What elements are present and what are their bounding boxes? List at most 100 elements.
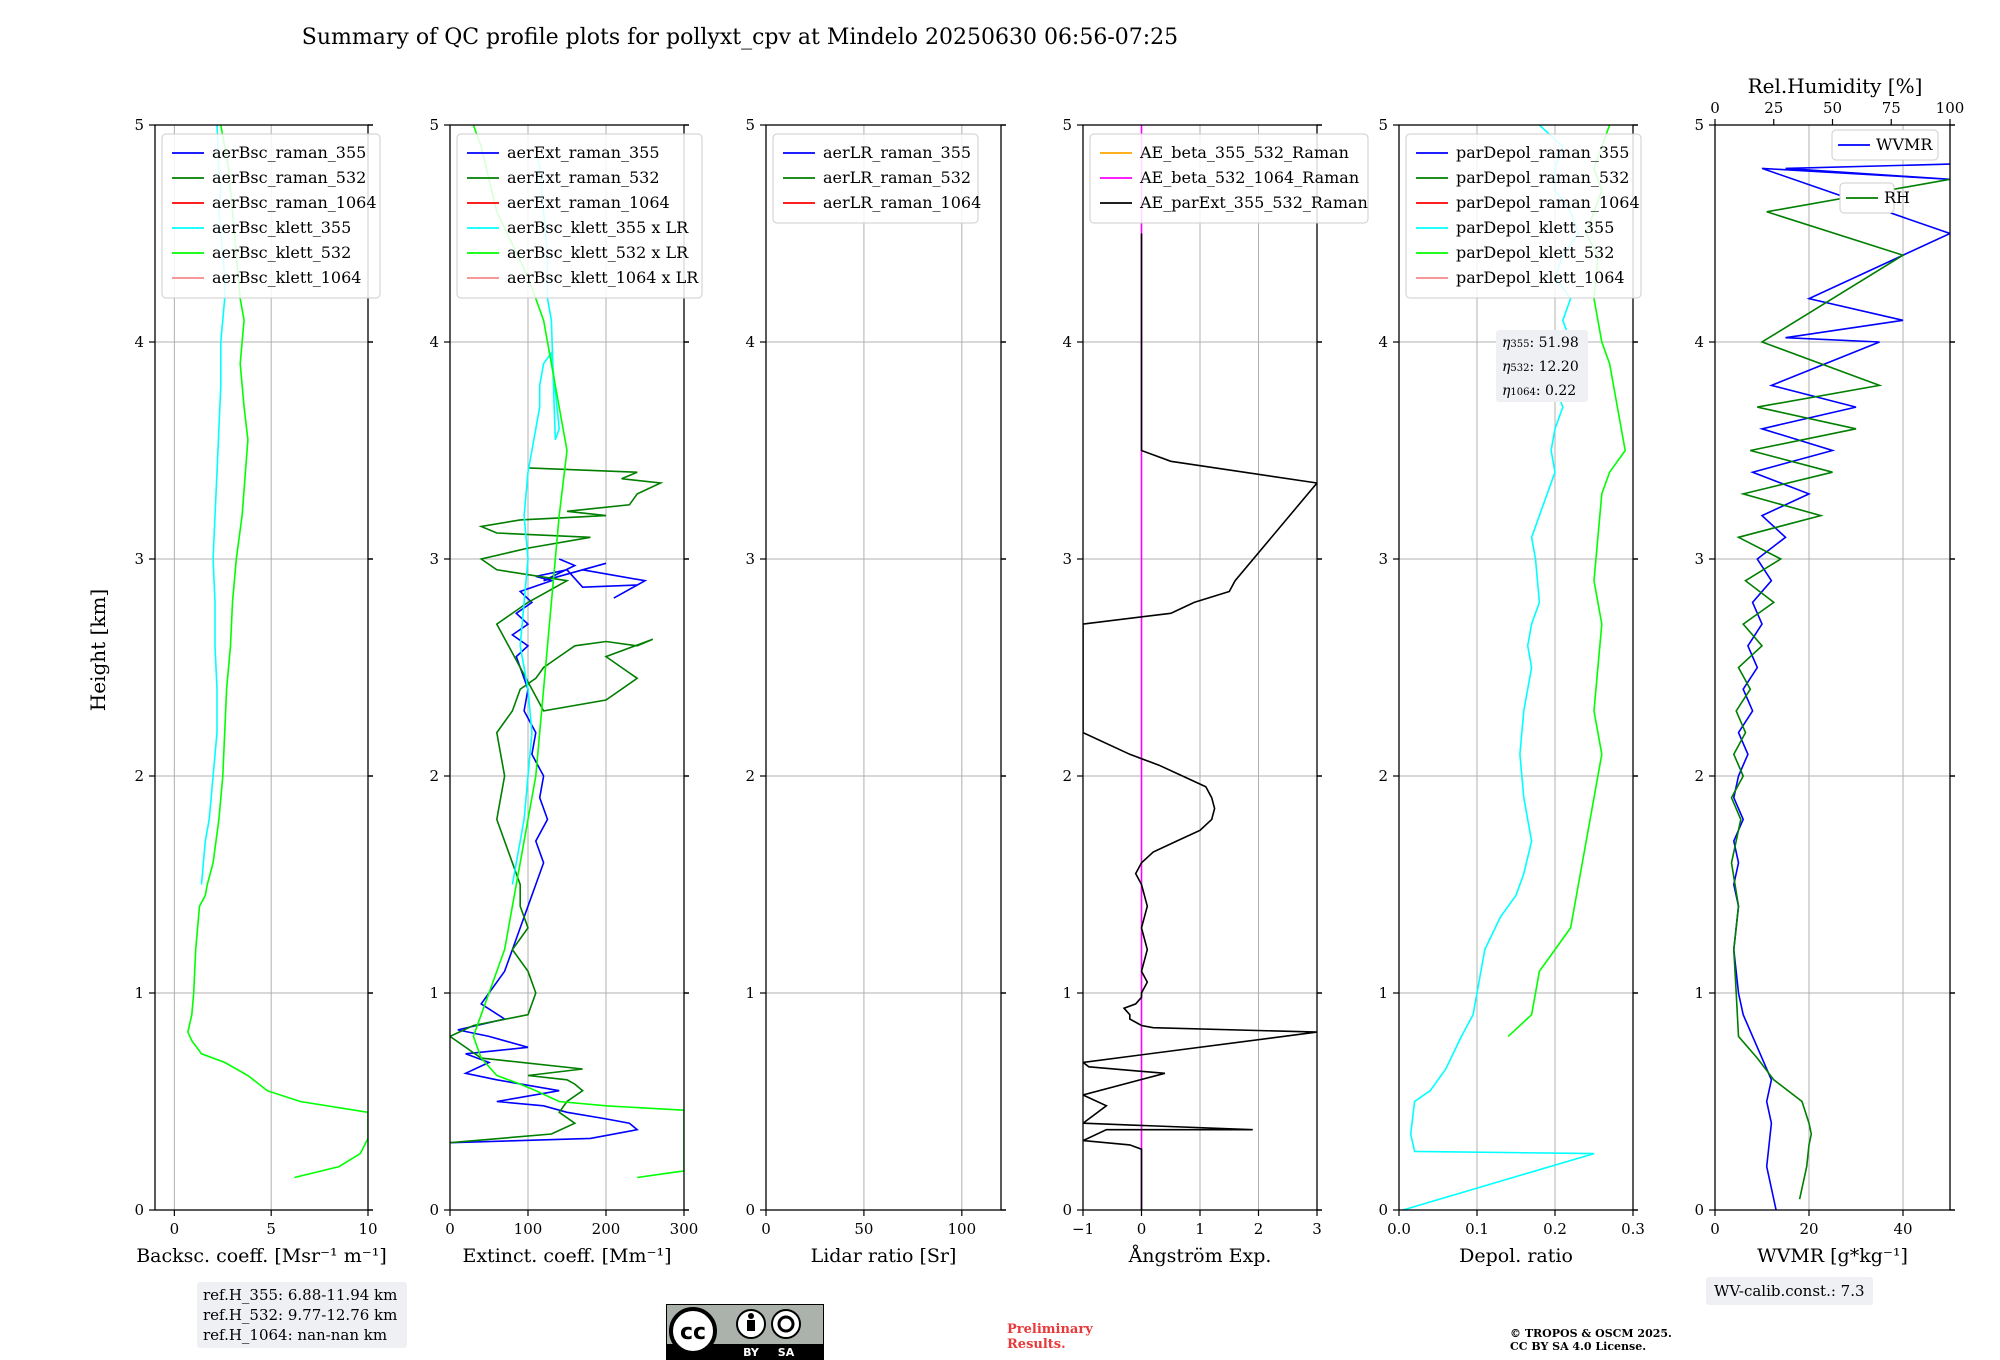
x-tick-label: 50 (854, 1220, 873, 1238)
y-tick-label: 1 (429, 984, 439, 1002)
series-group (1083, 125, 1317, 1210)
y-tick-label: 5 (1694, 116, 1704, 134)
eta-532: η532: 12.20 (1502, 359, 1579, 375)
eta-355: η355: 51.98 (1502, 335, 1579, 351)
rh-top-axis-label: Rel.Humidity [%] (1748, 74, 1923, 98)
legend-box (1831, 129, 1939, 161)
reference-height-box: ref.H_355: 6.88-11.94 km ref.H_532: 9.77… (197, 1282, 407, 1348)
y-tick-label: 4 (429, 333, 439, 351)
top-tick-label: 75 (1882, 99, 1901, 117)
y-tick-label: 1 (745, 984, 755, 1002)
y-tick-label: 3 (1694, 550, 1704, 568)
axes-frame (154, 124, 369, 1211)
x-tick-label: 0 (1137, 1220, 1147, 1238)
y-tick-label: 5 (134, 116, 144, 134)
legend-entry: AE_beta_355_532_Raman (1139, 143, 1349, 162)
x-tick-label: 2 (1254, 1220, 1264, 1238)
y-tick-label: 1 (1694, 984, 1704, 1002)
y-tick-label: 3 (745, 550, 755, 568)
legend-entry: parDepol_klett_532 (1456, 243, 1614, 262)
axes-frame (1082, 124, 1318, 1211)
legend-entry: WVMR (1876, 135, 1933, 154)
panel-3: 0 50 100 0 1 2 3 4 5 Lidar ratio [Sr] aerLR_raman_… (745, 116, 1006, 1267)
y-tick-label: 0 (134, 1201, 144, 1219)
x-axis-label: Depol. ratio (1459, 1245, 1573, 1267)
legend-entry: aerExt_raman_1064 (507, 193, 670, 212)
panel-2: 0 100 200 300 0 1 2 3 4 5 Extinct. coeff. [Mm⁻¹] ae… (429, 116, 703, 1267)
legend-box (1405, 133, 1642, 299)
svg-text:cc: cc (680, 1320, 706, 1345)
y-tick-label: 4 (1378, 333, 1388, 351)
x-tick-label: 0.2 (1543, 1220, 1567, 1238)
x-tick-label: 0 (445, 1220, 455, 1238)
legend-entry: AE_parExt_355_532_Raman (1139, 193, 1368, 212)
legend-box (161, 133, 381, 299)
x-tick-label: 40 (1893, 1220, 1912, 1238)
x-tick-label: 5 (266, 1220, 276, 1238)
series-group (1730, 163, 1950, 1210)
sa-share-icon (771, 1309, 801, 1339)
series-RH (1730, 178, 1950, 1200)
series-AE_parExt_355_532_Raman (1083, 233, 1317, 1210)
x-axis-label: Extinct. coeff. [Mm⁻¹] (462, 1245, 671, 1267)
legend-box (772, 133, 979, 224)
copyright-note: © TROPOS & OSCM 2025. CC BY SA 4.0 Licen… (1510, 1327, 1672, 1353)
legend-entry: aerBsc_klett_532 (212, 243, 351, 262)
y-tick-label: 2 (134, 767, 144, 785)
axes-frame (449, 124, 685, 1211)
x-tick-label: 100 (514, 1220, 543, 1238)
legend-entry: aerBsc_klett_355 x LR (507, 218, 689, 237)
series-aerExt_raman_532 (450, 467, 664, 1144)
cc-icon (669, 1307, 717, 1355)
legend-entry: aerBsc_klett_1064 (212, 268, 361, 287)
y-tick-label: 5 (1062, 116, 1072, 134)
series-aerBsc_klett_532 (187, 125, 368, 1179)
x-tick-label: 1 (1195, 1220, 1205, 1238)
x-tick-label: 0 (170, 1220, 180, 1238)
y-tick-label: 0 (1378, 1201, 1388, 1219)
x-tick-label: 300 (670, 1220, 699, 1238)
series-aerBsc_klett_532 x LR (472, 125, 684, 1179)
x-tick-label: 10 (358, 1220, 377, 1238)
legend-box (456, 133, 703, 299)
legend-entry: aerBsc_raman_1064 (212, 193, 377, 212)
y-tick-label: 0 (745, 1201, 755, 1219)
legend-entry: aerExt_raman_532 (507, 168, 660, 187)
panel-5: 0.0 0.1 0.2 0.3 0 1 2 3 4 5 Depol. ratio parDepol_r… (1378, 116, 1644, 1267)
legend-entry: aerLR_raman_532 (823, 168, 971, 187)
x-axis-label: WVMR [g*kg⁻¹] (1757, 1245, 1908, 1267)
legend-entry: RH (1884, 188, 1910, 207)
y-tick-label: 0 (1062, 1201, 1072, 1219)
legend-entry: aerBsc_klett_532 x LR (507, 243, 689, 262)
x-tick-label: 0.1 (1465, 1220, 1489, 1238)
y-tick-label: 4 (134, 333, 144, 351)
legend-box (1089, 133, 1369, 224)
x-tick-label: 0 (761, 1220, 771, 1238)
y-tick-label: 2 (1378, 767, 1388, 785)
x-tick-label: −1 (1072, 1220, 1094, 1238)
wv-calibration-constant: WV-calib.const.: 7.3 (1706, 1277, 1873, 1305)
axes-frame (765, 124, 1002, 1211)
y-tick-label: 5 (1378, 116, 1388, 134)
eta-1064: η1064: 0.22 (1502, 383, 1577, 399)
svg-text:SA: SA (778, 1346, 795, 1359)
y-tick-label: 0 (1694, 1201, 1704, 1219)
y-tick-label: 1 (1378, 984, 1388, 1002)
legend-entry: parDepol_raman_1064 (1456, 193, 1640, 212)
x-tick-label: 200 (592, 1220, 621, 1238)
y-tick-label: 3 (429, 550, 439, 568)
x-axis-label: Lidar ratio [Sr] (811, 1245, 957, 1267)
ref-height-355: ref.H_355: 6.88-11.94 km (203, 1286, 398, 1304)
legend-entry: AE_beta_532_1064_Raman (1139, 168, 1359, 187)
y-tick-label: 3 (1062, 550, 1072, 568)
legend-entry: aerLR_raman_1064 (823, 193, 981, 212)
eta-annotation: η355: 51.98 η532: 12.20 η1064: 0.22 (1496, 330, 1588, 402)
top-tick-label: 25 (1764, 99, 1783, 117)
x-tick-label: 0.3 (1621, 1220, 1645, 1238)
panel-1: 0 5 10 0 1 2 3 4 5 Backsc. coeff. [Msr⁻¹ m⁻¹] aerB… (134, 116, 386, 1267)
svg-text:BY: BY (743, 1346, 760, 1359)
y-axis-label: Height [km] (86, 589, 110, 711)
